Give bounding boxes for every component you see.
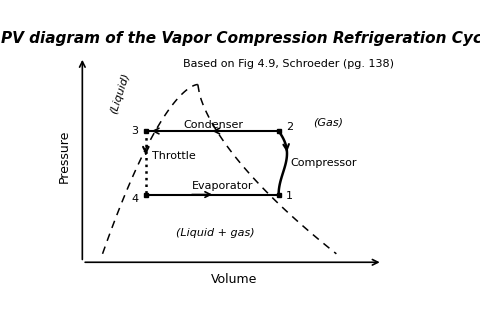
Text: 3: 3 [132, 126, 138, 136]
Text: Condenser: Condenser [183, 120, 243, 130]
Text: 4: 4 [131, 194, 138, 204]
Text: Evaporator: Evaporator [192, 181, 253, 191]
Text: Based on Fig 4.9, Schroeder (pg. 138): Based on Fig 4.9, Schroeder (pg. 138) [182, 59, 393, 69]
Text: Pressure: Pressure [58, 130, 71, 183]
Text: Throttle: Throttle [151, 152, 195, 161]
Text: Volume: Volume [210, 273, 256, 286]
Text: (Liquid): (Liquid) [108, 71, 131, 115]
Text: (Gas): (Gas) [312, 117, 343, 128]
Text: PV diagram of the Vapor Compression Refrigeration Cycle: PV diagram of the Vapor Compression Refr… [1, 32, 480, 46]
Text: (Liquid + gas): (Liquid + gas) [176, 228, 254, 238]
Text: 1: 1 [285, 191, 292, 201]
Text: 2: 2 [285, 122, 292, 132]
Text: Compressor: Compressor [289, 158, 356, 168]
